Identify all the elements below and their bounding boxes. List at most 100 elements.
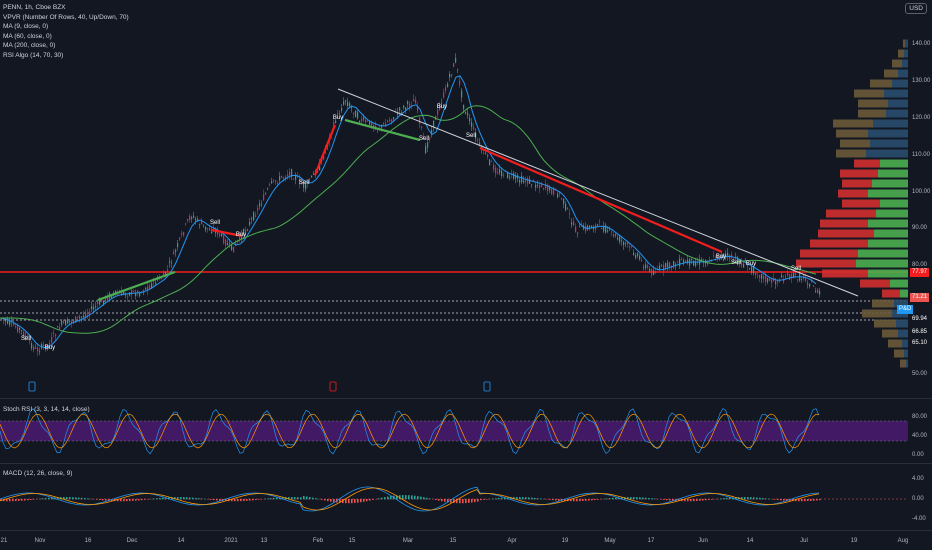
volume-profile-bar-down — [840, 169, 878, 178]
macd-histogram-bar — [273, 497, 275, 500]
macd-histogram-bar — [159, 497, 161, 500]
candle-body — [39, 351, 41, 353]
volume-profile-bar-down — [858, 99, 888, 108]
candle-body — [69, 321, 71, 322]
macd-histogram-bar — [411, 495, 413, 500]
macd-histogram-bar — [486, 499, 488, 500]
macd-histogram-bar — [522, 497, 524, 500]
ma60-indicator-label[interactable]: MA (60, close, 0) — [3, 32, 52, 40]
candle-body — [313, 173, 315, 175]
volume-profile-bar-up — [902, 339, 908, 348]
macd-histogram-bar — [576, 499, 578, 502]
signal-label: Sell — [419, 136, 429, 142]
macd-histogram-bar — [645, 497, 647, 500]
ma200-indicator-label[interactable]: MA (200, close, 0) — [3, 42, 56, 50]
candle-body — [771, 279, 773, 283]
macd-axis-label: 0.00 — [912, 496, 924, 502]
macd-histogram-bar — [765, 498, 767, 500]
macd-histogram-bar — [333, 499, 335, 503]
macd-histogram-bar — [795, 499, 797, 502]
candle-body — [749, 268, 751, 269]
macd-histogram-bar — [294, 497, 296, 500]
candle-body — [565, 203, 567, 211]
volume-profile-bar-up — [904, 349, 908, 358]
volume-profile-bar-up — [888, 99, 908, 108]
macd-histogram-bar — [462, 499, 464, 504]
macd-histogram-bar — [165, 497, 167, 500]
macd-histogram-bar — [441, 499, 443, 502]
macd-histogram-bar — [120, 499, 122, 502]
rsi-algo-indicator-label[interactable]: RSI Algo (14, 70, 30) — [3, 51, 64, 59]
pane-separator[interactable] — [0, 398, 932, 399]
macd-histogram-bar — [651, 498, 653, 500]
vpvr-indicator-label[interactable]: VPVR (Number Of Rows, 40, Up/Down, 70) — [3, 13, 129, 21]
macd-histogram-bar — [774, 499, 776, 500]
signal-label: Buy — [45, 345, 55, 351]
volume-profile-bar-down — [892, 59, 902, 68]
candle-body — [625, 243, 627, 245]
candle-body — [37, 347, 39, 352]
candle-body — [807, 283, 809, 285]
ma9-indicator-label[interactable]: MA (9, close, 0) — [3, 23, 49, 31]
candle-body — [743, 264, 745, 268]
volume-profile-bar-down — [854, 159, 880, 168]
candle-body — [175, 249, 177, 253]
candle-body — [757, 275, 759, 277]
candle-body — [131, 289, 133, 295]
stoch-rsi-label[interactable]: Stoch RSI (3, 3, 14, 14, close) — [3, 406, 90, 413]
macd-histogram-bar — [324, 499, 326, 501]
level-price-tag: 69.94 — [910, 315, 930, 324]
macd-histogram-bar — [351, 499, 353, 504]
macd-histogram-bar — [768, 498, 770, 500]
macd-histogram-bar — [564, 499, 566, 502]
macd-histogram-bar — [762, 498, 764, 500]
candle-body — [577, 232, 579, 234]
stoch-axis-label: 0.00 — [912, 452, 924, 458]
candle-body — [569, 213, 571, 215]
candle-body — [721, 254, 723, 259]
macd-histogram-bar — [252, 499, 254, 501]
macd-histogram-bar — [711, 499, 713, 500]
currency-button[interactable]: USD — [905, 3, 927, 14]
macd-label[interactable]: MACD (12, 26, close, 9) — [3, 470, 73, 477]
candle-body — [347, 101, 349, 107]
candle-body — [5, 320, 7, 322]
candle-body — [683, 260, 685, 264]
event-marker-icon — [28, 381, 36, 392]
time-axis-label: 15 — [449, 538, 457, 544]
macd-histogram-bar — [501, 497, 503, 500]
macd-histogram-bar — [96, 499, 98, 500]
volume-profile-bar-up — [868, 129, 908, 138]
macd-histogram-bar — [306, 496, 308, 500]
candle-body — [335, 120, 337, 123]
candle-body — [19, 328, 21, 330]
candle-body — [507, 171, 509, 178]
macd-histogram-bar — [213, 499, 215, 501]
volume-profile-bar-up — [898, 329, 908, 338]
macd-histogram-bar — [786, 499, 788, 501]
macd-histogram-bar — [660, 499, 662, 500]
macd-histogram-bar — [528, 497, 530, 500]
volume-profile-bar-up — [884, 89, 908, 98]
time-axis-label: Aug — [897, 538, 909, 544]
macd-histogram-bar — [540, 498, 542, 500]
candle-body — [149, 285, 151, 289]
macd-histogram-bar — [126, 499, 128, 502]
time-axis-label: May — [604, 538, 616, 544]
macd-histogram-bar — [435, 499, 437, 501]
symbol-title[interactable]: PENN, 1h, Cboe BZX — [3, 4, 66, 11]
candle-body — [463, 104, 465, 109]
candle-body — [597, 224, 599, 226]
volume-profile-bar-down — [898, 49, 904, 58]
candle-body — [209, 228, 211, 231]
macd-histogram-bar — [75, 497, 77, 500]
candle-body — [31, 343, 33, 349]
candle-body — [259, 203, 261, 206]
pane-separator[interactable] — [0, 463, 932, 464]
macd-histogram-bar — [717, 498, 719, 500]
macd-histogram-bar — [390, 496, 392, 500]
candle-body — [573, 221, 575, 226]
volume-profile-bar-down — [818, 229, 874, 238]
volume-profile-bar-down — [836, 129, 868, 138]
